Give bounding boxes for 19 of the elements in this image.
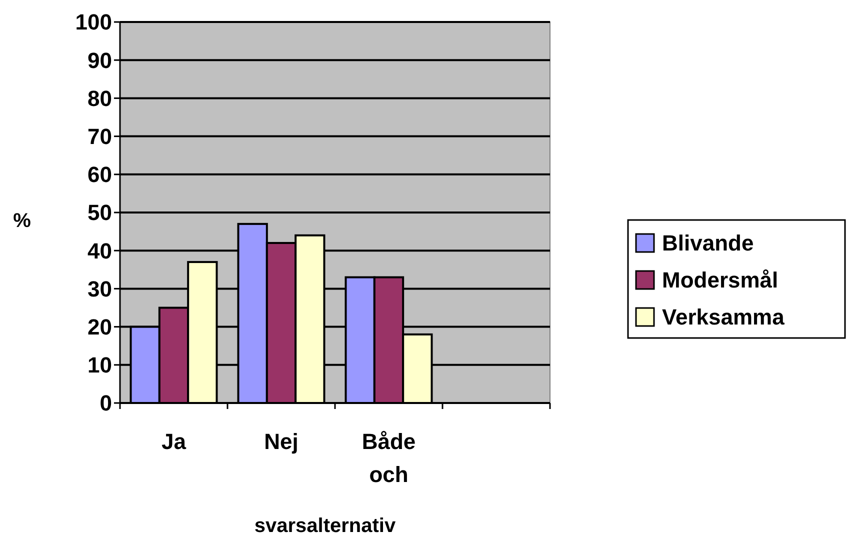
y-tick-label: 30 — [88, 276, 112, 302]
x-axis-title: svarsalternativ — [254, 515, 396, 537]
y-tick-label: 90 — [88, 48, 112, 73]
y-tick-label: 80 — [88, 86, 112, 111]
y-tick-label: 40 — [88, 238, 112, 264]
y-tick-label: 10 — [88, 352, 112, 378]
x-tick-label: Ja — [162, 429, 187, 454]
y-tick-label: 0 — [100, 390, 112, 416]
y-tick-label: 50 — [88, 200, 112, 226]
legend-label: Blivande — [662, 230, 754, 256]
legend-label: Modersmål — [662, 268, 778, 293]
y-tick-label: 100 — [75, 10, 112, 35]
x-tick-label: Både och — [362, 429, 416, 487]
y-tick-label: 70 — [88, 124, 112, 149]
y-tick-label: 20 — [88, 314, 112, 340]
legend-label: Verksamma — [662, 304, 786, 330]
x-tick-label: Nej — [264, 429, 298, 454]
y-axis-title: % — [13, 210, 32, 232]
y-tick-label: 60 — [88, 162, 112, 188]
